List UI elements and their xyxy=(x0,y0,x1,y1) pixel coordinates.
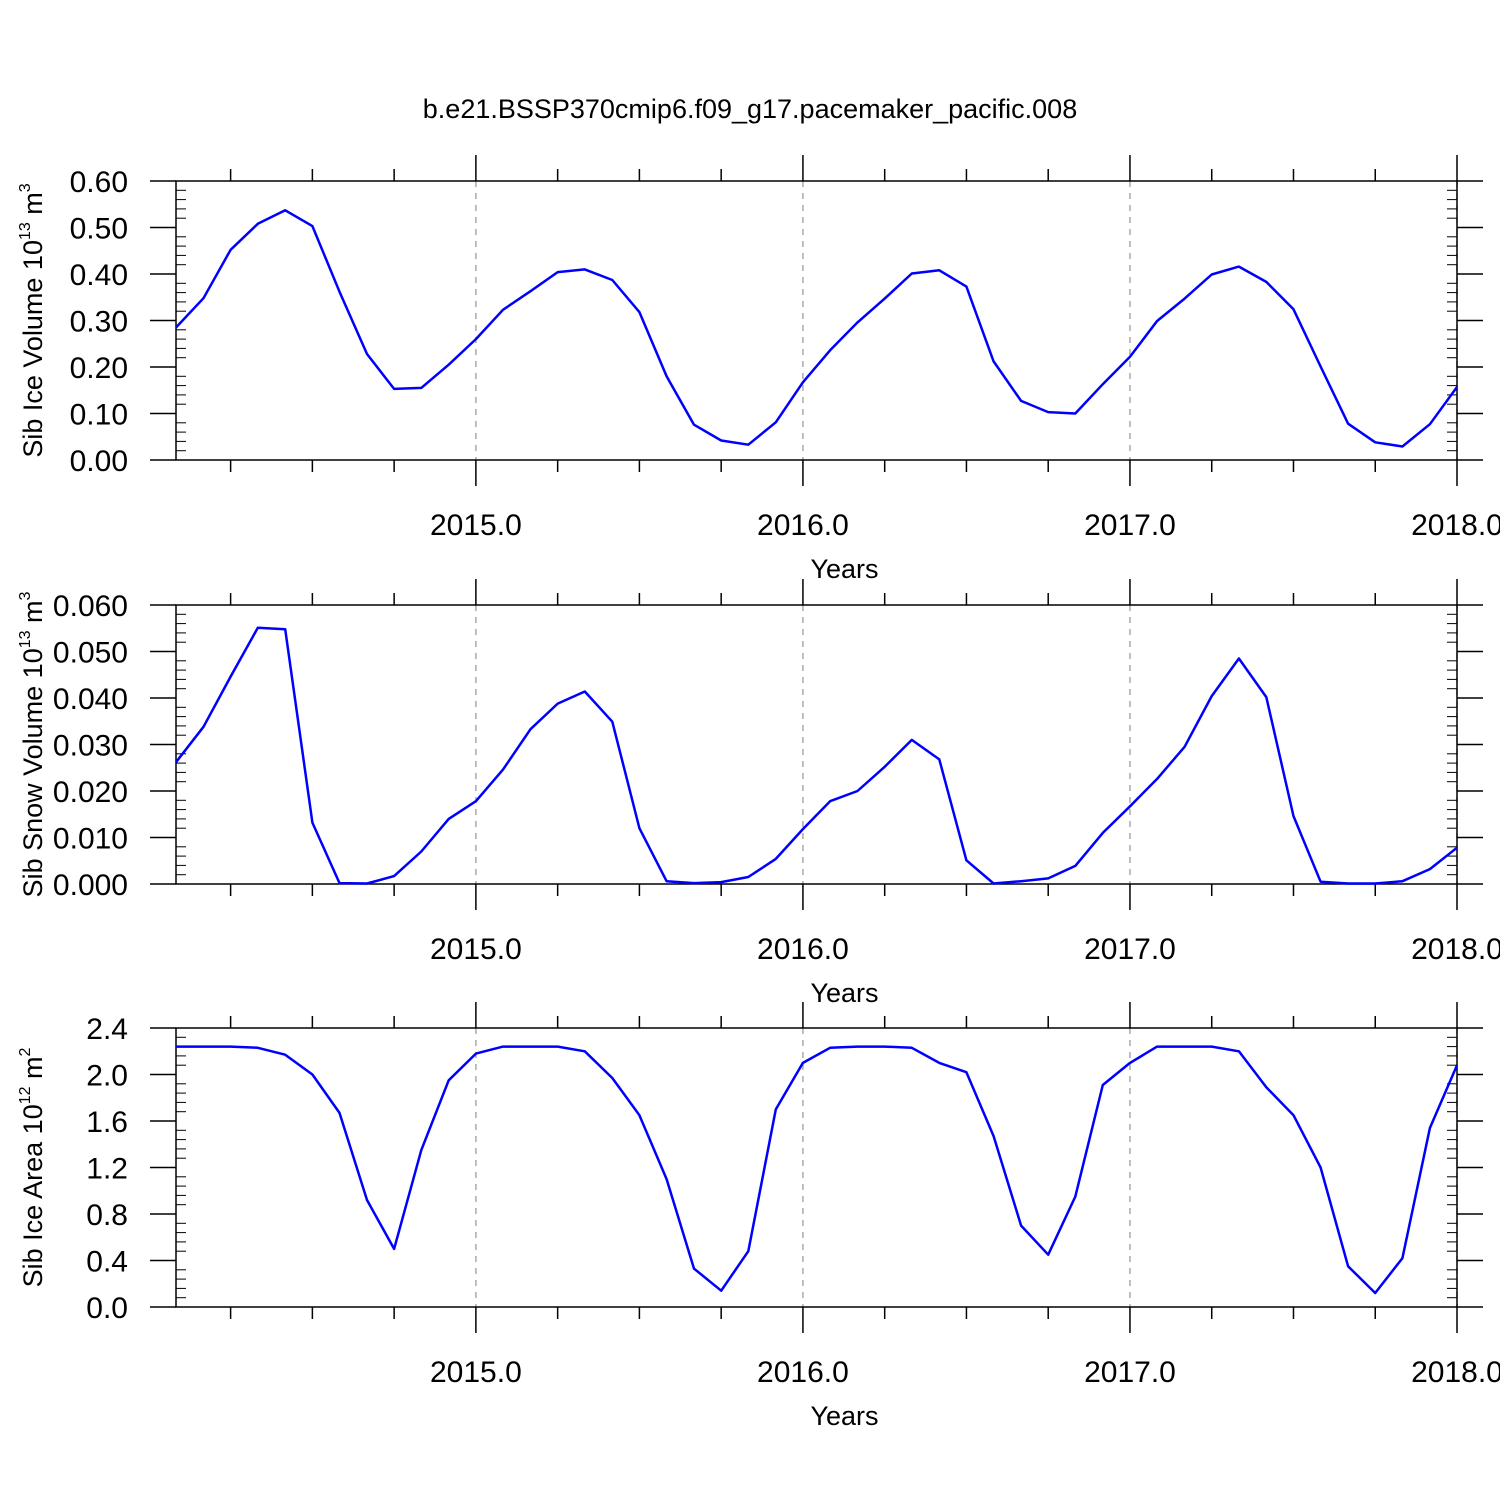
series-line xyxy=(175,626,1458,885)
y-tick-label: 0.020 xyxy=(53,776,128,809)
x-tick-label: 2015.0 xyxy=(430,1356,522,1389)
x-tick-label: 2016.0 xyxy=(757,1356,849,1389)
y-tick-label: 0.000 xyxy=(53,869,128,902)
panel-1: 0.00 0.10 0.20 0.30 0.40 0.50 0.60 2015.0 2016.0… xyxy=(17,155,1500,584)
x-tick-label: 2018.0 xyxy=(1411,933,1500,966)
y-tick-label: 0.10 xyxy=(70,399,128,432)
x-tick-label: 2016.0 xyxy=(757,933,849,966)
plot-frame xyxy=(175,1027,1458,1308)
y-tick-label: 0.40 xyxy=(70,259,128,292)
plot-frame xyxy=(175,180,1458,461)
y-tick-label: 1.6 xyxy=(86,1106,128,1139)
x-tick-label: 2015.0 xyxy=(430,509,522,542)
x-tick-label: 2017.0 xyxy=(1084,933,1176,966)
series-line xyxy=(175,209,1459,448)
y-tick-label: 0.00 xyxy=(70,445,128,478)
plot-frame xyxy=(175,604,1458,885)
y-tick-label: 0.040 xyxy=(53,683,128,716)
panel-2: 0.000 0.010 0.020 0.030 0.040 0.050 0.060 2015.… xyxy=(17,579,1500,1008)
panel-3: 0.0 0.4 0.8 1.2 1.6 2.0 2.4 2015.0 2016.0 2017.0 2… xyxy=(17,1002,1500,1431)
y-axis-label: Sib Snow Volume 1013 m3 xyxy=(17,591,48,897)
y-tick-label: 0.60 xyxy=(70,166,128,199)
y-tick-label: 1.2 xyxy=(86,1153,128,1186)
x-axis-label: Years xyxy=(810,978,878,1008)
y-axis-label: Sib Ice Area 1012 m2 xyxy=(17,1047,48,1287)
y-tick-label: 0.060 xyxy=(53,590,128,623)
y-tick-label: 2.0 xyxy=(86,1060,128,1093)
y-tick-label: 2.4 xyxy=(86,1013,128,1046)
y-tick-label: 0.0 xyxy=(86,1292,128,1325)
y-axis-label: Sib Ice Volume 1013 m3 xyxy=(17,183,48,457)
x-tick-label: 2015.0 xyxy=(430,933,522,966)
series-line xyxy=(176,1045,1459,1295)
y-tick-label: 0.4 xyxy=(86,1246,128,1279)
y-tick-label: 0.050 xyxy=(53,637,128,670)
y-tick-label: 0.20 xyxy=(70,352,128,385)
x-axis-label: Years xyxy=(810,1401,878,1431)
chart-title: b.e21.BSSP370cmip6.f09_g17.pacemaker_pac… xyxy=(423,94,1077,124)
y-tick-label: 0.8 xyxy=(86,1199,128,1232)
x-tick-label: 2017.0 xyxy=(1084,509,1176,542)
x-tick-label: 2016.0 xyxy=(757,509,849,542)
y-tick-label: 0.50 xyxy=(70,213,128,246)
x-tick-label: 2017.0 xyxy=(1084,1356,1176,1389)
y-tick-label: 0.010 xyxy=(53,823,128,856)
x-axis-label: Years xyxy=(810,554,878,584)
x-tick-label: 2018.0 xyxy=(1411,509,1500,542)
x-tick-label: 2018.0 xyxy=(1411,1356,1500,1389)
y-tick-label: 0.030 xyxy=(53,730,128,763)
y-tick-label: 0.30 xyxy=(70,306,128,339)
